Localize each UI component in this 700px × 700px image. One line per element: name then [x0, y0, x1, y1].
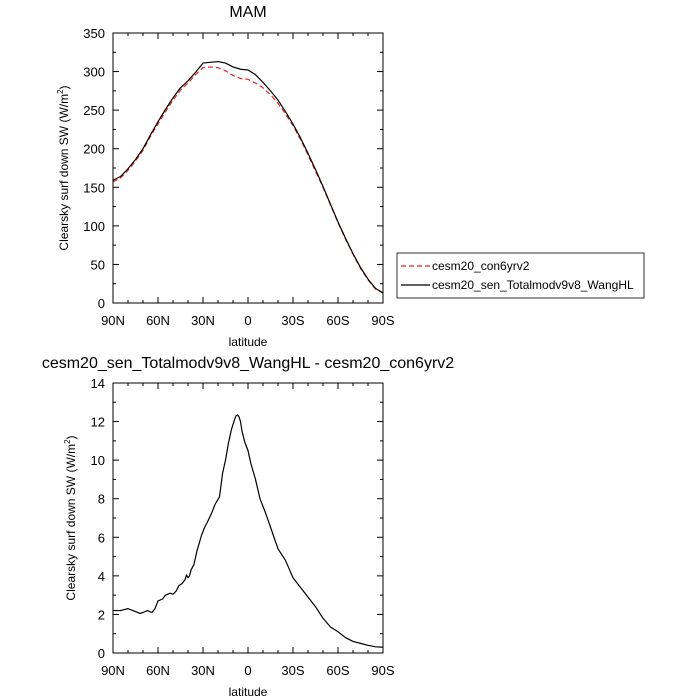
- bottom-y-tick-label: 12: [91, 415, 105, 430]
- bottom-x-axis-label: latitude: [229, 685, 268, 699]
- bottom-series-line-0: [113, 414, 384, 648]
- top-x-tick-label: 90S: [371, 313, 394, 328]
- top-panel-title: MAM: [229, 4, 266, 21]
- top-y-tick-label: 0: [98, 296, 105, 311]
- bottom-x-tick-label: 30N: [191, 663, 215, 678]
- top-panel: MAM 90N 60N 30N 0 30S 60S 90S 0 50 100 150 200 250 30…: [56, 4, 395, 349]
- legend-label-sensitivity: cesm20_sen_Totalmodv9v8_WangHL: [432, 278, 634, 292]
- top-y-tick-label: 200: [83, 142, 105, 157]
- bottom-x-tick-label: 60S: [326, 663, 349, 678]
- top-y-tick-label: 250: [83, 103, 105, 118]
- bottom-y-tick-label: 14: [91, 376, 105, 391]
- top-y-axis-label: Clearsky surf down SW (W/m2): [56, 85, 71, 250]
- top-plot-area: 90N 60N 30N 0 30S 60S 90S 0 50 100 150 200 250 300 350: [83, 26, 395, 328]
- bottom-panel-title: cesm20_sen_Totalmodv9v8_WangHL - cesm20_…: [42, 355, 454, 372]
- top-y-tick-label: 50: [91, 257, 105, 272]
- bottom-panel: cesm20_sen_Totalmodv9v8_WangHL - cesm20_…: [42, 355, 454, 699]
- top-x-tick-label: 0: [244, 313, 251, 328]
- bottom-y-tick-label: 2: [98, 607, 105, 622]
- bottom-x-tick-label: 90S: [371, 663, 394, 678]
- top-series-line-0: [112, 66, 384, 294]
- top-x-tick-label: 90N: [101, 313, 125, 328]
- legend-label-control: cesm20_con6yrv2: [432, 259, 530, 273]
- top-y-tick-label: 100: [83, 219, 105, 234]
- top-x-tick-label: 30N: [191, 313, 215, 328]
- top-x-tick-label: 60N: [146, 313, 170, 328]
- top-x-axis-label: latitude: [229, 335, 268, 349]
- bottom-plot-area: 90N 60N 30N 0 30S 60S 90S 0 2 4 6 8 10 12 14: [91, 376, 395, 678]
- bottom-x-tick-label: 90N: [101, 663, 125, 678]
- top-x-tick-label: 30S: [281, 313, 304, 328]
- bottom-y-tick-label: 4: [98, 569, 105, 584]
- bottom-x-tick-label: 0: [244, 663, 251, 678]
- top-y-tick-label: 150: [83, 180, 105, 195]
- top-y-tick-label: 350: [83, 26, 105, 41]
- bottom-y-tick-label: 8: [98, 492, 105, 507]
- bottom-x-tick-label: 60N: [146, 663, 170, 678]
- legend-box: [396, 252, 645, 299]
- bottom-y-tick-label: 6: [98, 530, 105, 545]
- bottom-plot-frame: [112, 382, 384, 654]
- bottom-y-axis-label: Clearsky surf down SW (W/m2): [63, 435, 78, 600]
- legend: cesm20_con6yrv2 cesm20_sen_Totalmodv9v8_…: [396, 252, 645, 299]
- top-series-line-1: [112, 60, 384, 294]
- bottom-y-tick-label: 0: [98, 646, 105, 661]
- top-x-tick-label: 60S: [326, 313, 349, 328]
- bottom-y-tick-label: 10: [91, 453, 105, 468]
- bottom-x-tick-label: 30S: [281, 663, 304, 678]
- top-y-tick-label: 300: [83, 65, 105, 80]
- top-plot-frame: [112, 32, 384, 304]
